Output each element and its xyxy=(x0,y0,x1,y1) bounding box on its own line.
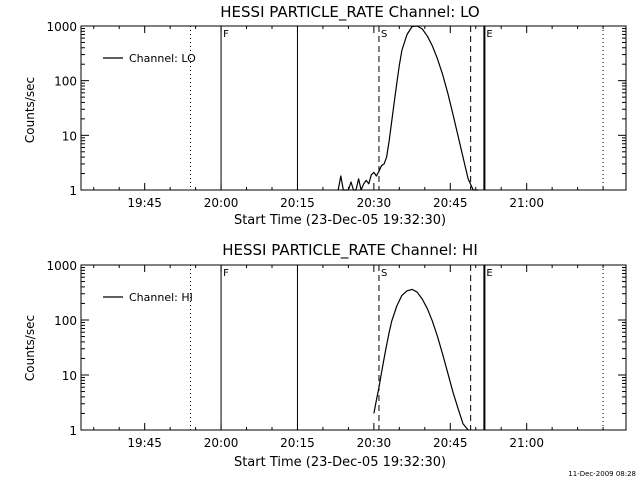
lo-marker-label-5: E xyxy=(486,29,492,40)
hi-legend-label: Channel: HI xyxy=(129,291,193,304)
lo-series-line-0 xyxy=(337,25,479,191)
panel-lo-title: HESSI PARTICLE_RATE Channel: LO xyxy=(220,3,479,22)
panel-hi-xlabel: Start Time (23-Dec-05 19:32:30) xyxy=(234,455,446,470)
panel-lo-ylabel: Counts/sec xyxy=(23,77,37,143)
lo-legend-label: Channel: LO xyxy=(129,52,196,65)
lo-xtick-label-5: 21:00 xyxy=(509,196,544,210)
panel-hi-title: HESSI PARTICLE_RATE Channel: HI xyxy=(222,241,478,260)
lo-ytick-label-0: 1 xyxy=(69,184,77,198)
footer-timestamp: 11-Dec-2009 08:28 xyxy=(568,470,636,478)
hi-xtick-label-0: 19:45 xyxy=(127,436,162,450)
panel-lo-plot-area: 19:45 20:00 20:15 20:30 20:45 21:00 1 10 100 1000… xyxy=(46,20,627,210)
hi-ytick-label-2: 100 xyxy=(54,314,77,328)
panel-hi-plot-area: 19:45 20:00 20:15 20:30 20:45 21:00 1 10 100 1000… xyxy=(46,259,627,450)
lo-ytick-label-1: 10 xyxy=(62,129,77,143)
lo-xtick-label-4: 20:45 xyxy=(433,196,468,210)
panel-lo: HESSI PARTICLE_RATE Channel: LO Counts/s… xyxy=(23,3,627,228)
hi-axes-frame xyxy=(80,264,627,431)
hi-ytick-label-0: 1 xyxy=(69,424,77,438)
hi-ytick-label-1: 10 xyxy=(62,369,77,383)
hi-marker-label-5: E xyxy=(486,268,492,279)
panel-hi-ylabel: Counts/sec xyxy=(23,315,37,381)
hi-xtick-label-5: 21:00 xyxy=(509,436,544,450)
lo-xtick-label-0: 19:45 xyxy=(127,196,162,210)
hi-series-line-0 xyxy=(373,288,469,431)
lo-xtick-label-1: 20:00 xyxy=(204,196,239,210)
hi-marker-label-1: F xyxy=(223,268,229,279)
lo-axes-frame xyxy=(80,25,627,191)
lo-ytick-label-2: 100 xyxy=(54,75,77,89)
lo-ytick-label-3: 1000 xyxy=(46,20,77,34)
hi-xtick-label-1: 20:00 xyxy=(204,436,239,450)
hi-xtick-label-3: 20:30 xyxy=(357,436,392,450)
hi-marker-label-3: S xyxy=(381,268,387,279)
panel-hi: HESSI PARTICLE_RATE Channel: HI Counts/s… xyxy=(23,241,627,470)
hi-xtick-label-4: 20:45 xyxy=(433,436,468,450)
lo-marker-label-3: S xyxy=(381,29,387,40)
hi-xtick-label-2: 20:15 xyxy=(280,436,315,450)
panel-lo-xlabel: Start Time (23-Dec-05 19:32:30) xyxy=(234,213,446,228)
lo-xtick-label-3: 20:30 xyxy=(357,196,392,210)
hi-ytick-label-3: 1000 xyxy=(46,259,77,273)
lo-xtick-label-2: 20:15 xyxy=(280,196,315,210)
lo-marker-label-1: F xyxy=(223,29,229,40)
